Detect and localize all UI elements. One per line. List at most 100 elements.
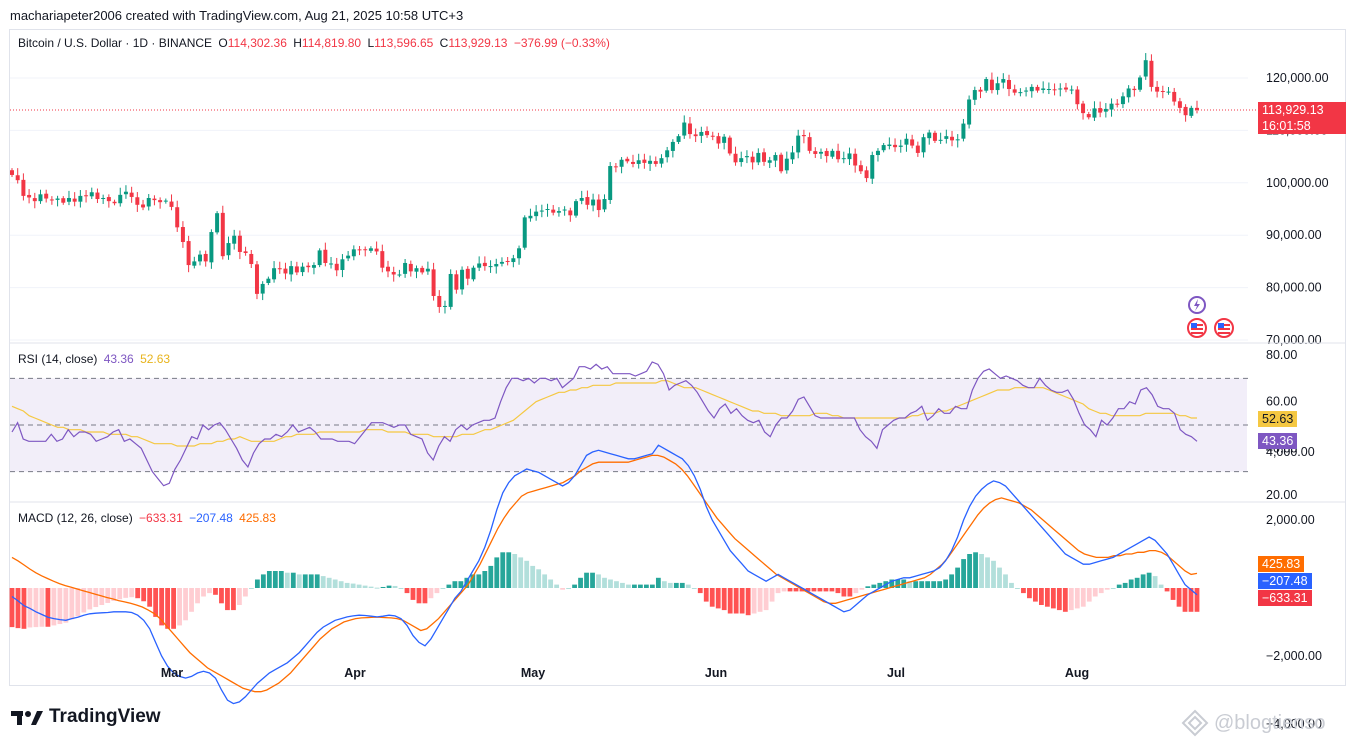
macd-histogram-bar	[1044, 588, 1050, 607]
macd-histogram-bar	[500, 552, 506, 588]
candle-body	[824, 150, 829, 157]
candle-body	[243, 251, 248, 254]
candle-body	[864, 170, 869, 179]
candle-body	[574, 201, 579, 216]
rsi-legend[interactable]: RSI (14, close) 43.36 52.63	[18, 352, 173, 366]
macd-histogram-bar	[213, 588, 218, 595]
candle-body	[135, 197, 140, 205]
rsi-ma-tag: 52.63	[1258, 411, 1298, 427]
candle-body	[346, 255, 351, 259]
macd-histogram-bar	[913, 581, 919, 588]
macd-histogram-bar	[709, 588, 715, 607]
tradingview-logo[interactable]: TradingView	[11, 706, 161, 728]
candle-body	[915, 145, 920, 153]
macd-histogram-bar	[147, 588, 153, 607]
candle-body	[141, 204, 146, 208]
candle-body	[1172, 91, 1177, 102]
candle-body	[215, 213, 220, 233]
candle-body	[950, 136, 955, 141]
macd-histogram-bar	[308, 574, 314, 588]
candle-body	[334, 263, 339, 271]
macd-histogram-bar	[1134, 577, 1140, 588]
candle-body	[38, 194, 43, 202]
macd-histogram-bar	[356, 584, 362, 588]
macd-legend[interactable]: MACD (12, 26, close) −633.31 −207.48 425…	[18, 511, 279, 525]
candle-body	[460, 269, 465, 290]
macd-histogram-bar	[488, 565, 494, 588]
candle-body	[340, 259, 345, 270]
candle-body	[386, 266, 391, 272]
candle-body	[10, 170, 14, 175]
candle-body	[123, 191, 128, 195]
chart-credit: machariapeter2006 created with TradingVi…	[10, 8, 464, 23]
candle-body	[448, 273, 453, 307]
macd-histogram-bar	[332, 579, 338, 588]
candle-body	[1058, 88, 1063, 90]
macd-histogram-bar	[237, 588, 242, 605]
macd-histogram-bar	[745, 588, 751, 616]
candle-body	[1012, 89, 1017, 93]
candle-body	[163, 200, 168, 202]
candle-body	[403, 262, 408, 274]
candle-body	[66, 197, 71, 202]
macd-histogram-bar	[1050, 588, 1056, 609]
lightning-event-icon[interactable]	[1188, 296, 1206, 314]
price-legend[interactable]: Bitcoin / U.S. Dollar · 1D · BINANCE O11…	[18, 36, 613, 50]
candle-body	[61, 198, 66, 203]
macd-histogram-bar	[392, 585, 398, 588]
candle-body	[505, 260, 510, 262]
candle-body	[693, 134, 698, 137]
event-icons[interactable]	[1183, 295, 1241, 341]
macd-histogram-bar	[1116, 584, 1122, 588]
candle-body	[545, 209, 550, 210]
macd-histogram-bar	[793, 588, 799, 592]
macd-histogram-bar	[362, 585, 368, 588]
candle-body	[853, 153, 858, 166]
macd-histogram-bar	[135, 588, 141, 599]
candle-body	[522, 217, 527, 248]
macd-histogram-bar	[195, 588, 200, 604]
candle-body	[511, 258, 516, 263]
macd-histogram-bar	[943, 579, 949, 588]
macd-histogram-bar	[183, 588, 188, 621]
macd-histogram-bar	[165, 588, 170, 629]
candle-body	[289, 266, 294, 275]
candle-body	[89, 192, 94, 197]
macd-histogram-bar	[1056, 588, 1062, 611]
candle-body	[910, 139, 915, 146]
rsi-axis-tick: 80.00	[1266, 348, 1297, 362]
macd-histogram-bar	[15, 588, 21, 629]
macd-histogram-bar	[93, 588, 99, 608]
macd-histogram-bar	[506, 552, 512, 588]
candle-body	[1138, 77, 1143, 90]
candle-body	[488, 266, 493, 268]
macd-histogram-bar	[153, 588, 159, 617]
macd-histogram-bar	[386, 585, 392, 588]
macd-histogram-bar	[296, 574, 302, 588]
macd-histogram-bar	[673, 582, 679, 588]
candle-body	[397, 274, 402, 276]
macd-histogram-bar	[374, 587, 380, 589]
candle-body	[1041, 88, 1046, 90]
us-flag-event-icon[interactable]	[1187, 318, 1207, 338]
macd-histogram-bar	[721, 588, 727, 611]
macd-histogram-bar	[159, 588, 165, 626]
candle-body	[1189, 107, 1194, 116]
candle-body	[773, 155, 778, 161]
macd-histogram-bar	[446, 584, 452, 588]
candle-body	[357, 249, 362, 251]
macd-histogram-bar	[530, 565, 536, 588]
macd-signal-tag: 425.83	[1258, 556, 1305, 572]
macd-histogram-bar	[123, 588, 129, 598]
candle-body	[995, 83, 1000, 91]
candle-body	[619, 159, 624, 167]
macd-histogram-bar	[1194, 588, 1200, 612]
macd-histogram-bar	[338, 581, 344, 588]
us-flag-event-icon-2[interactable]	[1214, 318, 1234, 338]
date-axis-tick: May	[521, 666, 545, 680]
macd-histogram-bar	[368, 586, 374, 588]
macd-histogram-bar	[524, 560, 530, 588]
candle-body	[112, 201, 117, 204]
candle-body	[1029, 86, 1034, 92]
